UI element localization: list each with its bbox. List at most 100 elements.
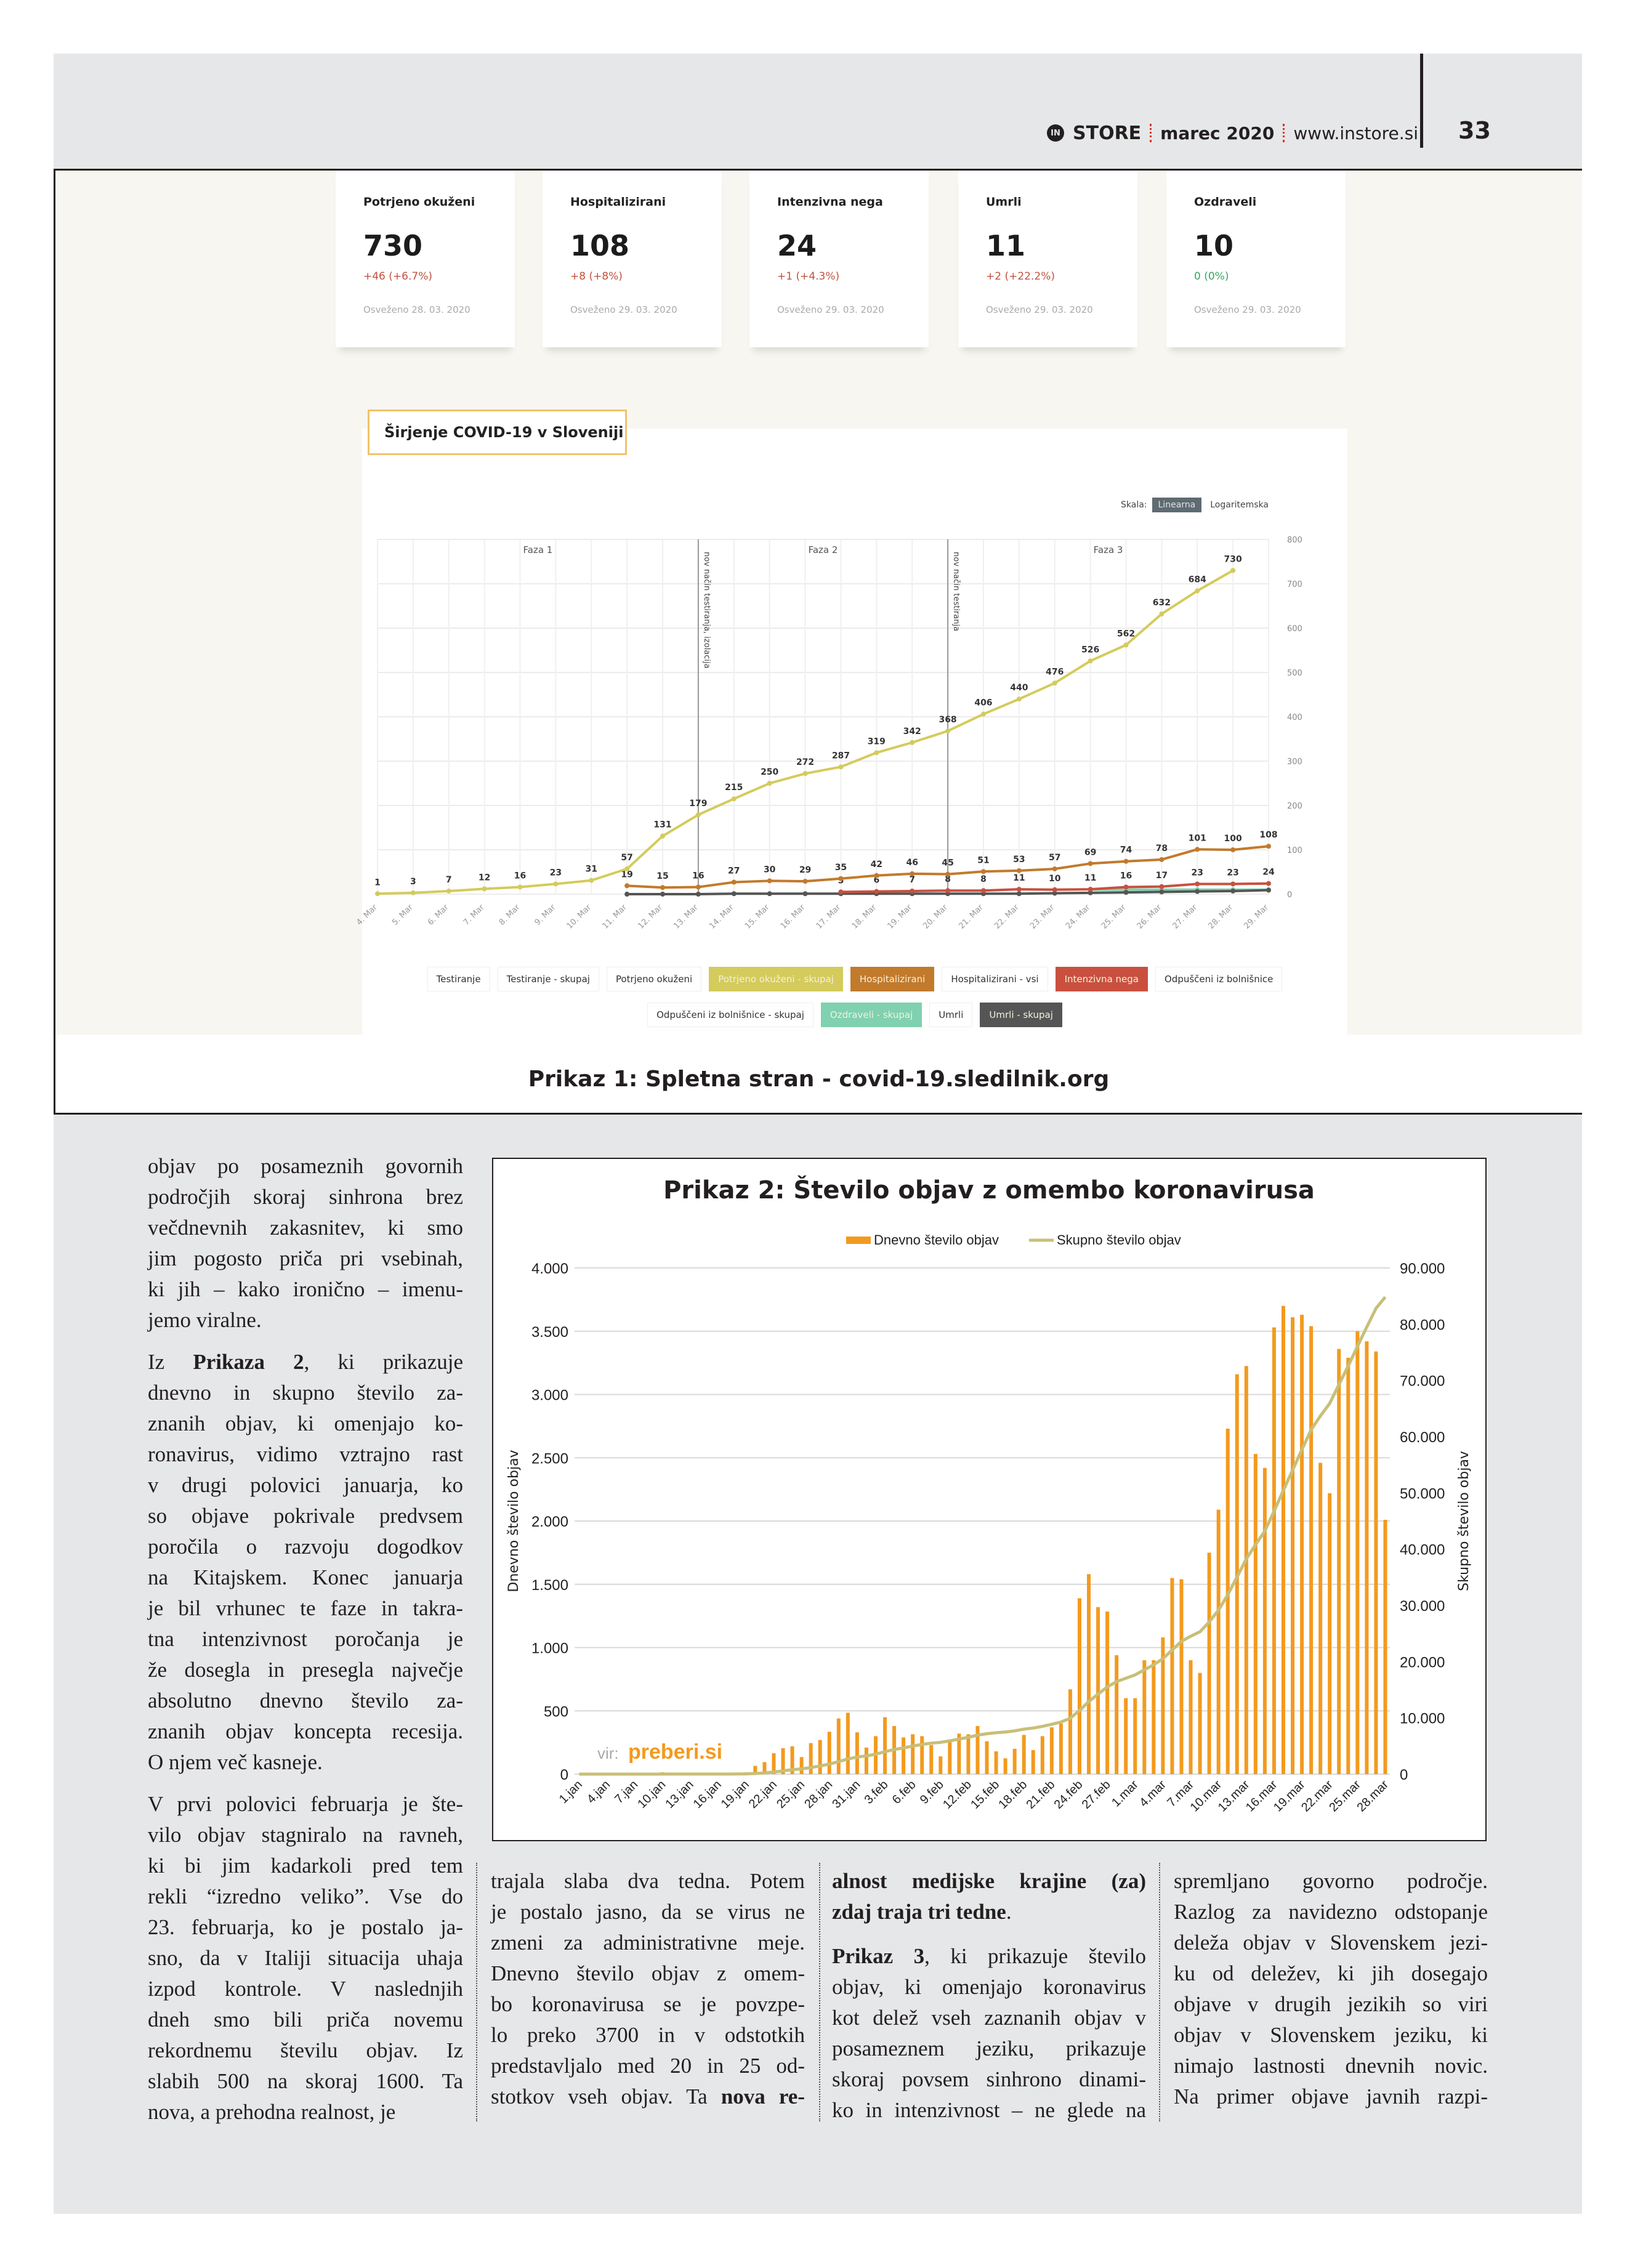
stat-label: Umrli — [986, 195, 1022, 209]
x-tick-label: 28.jan — [802, 1778, 835, 1811]
bar — [920, 1736, 924, 1774]
bar — [1365, 1341, 1369, 1774]
bar — [1068, 1689, 1072, 1774]
legend-toggle[interactable]: Hospitalizirani — [850, 967, 935, 991]
text-line: Iz Prikaza 2, ki prikazuje — [148, 1347, 463, 1378]
scale-option-log[interactable]: Logaritemska — [1210, 500, 1269, 510]
text-line: na Kitajskem. Konec januarja — [148, 1562, 463, 1593]
text-line: ku od deležev, ki jih dosegajo — [1174, 1958, 1488, 1989]
chart-2-title: Prikaz 2: Število objav z omembo koronav… — [663, 1175, 1315, 1205]
legend-toggle[interactable]: Potrjeno okuženi — [606, 967, 702, 991]
legend-toggle[interactable]: Hospitalizirani - vsi — [942, 967, 1048, 991]
text: ki bi jim kadarkoli pred tem — [148, 1854, 463, 1878]
data-label: 16 — [692, 871, 704, 881]
data-point — [1195, 881, 1200, 887]
data-point — [910, 871, 915, 876]
data-label: 250 — [761, 767, 778, 777]
stat-label: Intenzivna nega — [777, 195, 883, 209]
stat-value: 108 — [570, 229, 630, 262]
text-line: večdnevnih zakasnitev, ki smo — [148, 1213, 463, 1243]
y2-tick-label: 70.000 — [1400, 1373, 1445, 1390]
data-label: 8 — [945, 874, 951, 884]
data-label: 1 — [374, 878, 381, 887]
text: področjih skoraj sinhrona brez — [148, 1185, 463, 1209]
bar — [948, 1741, 952, 1774]
phase-marker-text: nov način testiranja — [951, 552, 961, 631]
bar — [1096, 1607, 1100, 1774]
data-label: 562 — [1117, 629, 1135, 639]
legend-toggle[interactable]: Odpuščeni iz bolnišnice - skupaj — [647, 1003, 813, 1027]
bar — [994, 1751, 998, 1774]
text-line: absolutno dnevno število za- — [148, 1685, 463, 1716]
bar — [1281, 1306, 1285, 1774]
text: tna intenzivnost poročanja je — [148, 1627, 463, 1651]
y2-tick-label: 50.000 — [1400, 1485, 1445, 1502]
phase-label: Faza 3 — [1094, 544, 1123, 555]
x-tick-label: 4.jan — [584, 1778, 613, 1806]
x-tick-label: 3.feb — [862, 1778, 891, 1807]
data-point — [660, 885, 666, 890]
text-line: spremljano govorno področje. — [1174, 1866, 1488, 1897]
x-tick-label: 22.jan — [746, 1778, 780, 1811]
x-tick-label: 11. Mar — [600, 903, 629, 931]
data-label: 342 — [903, 727, 921, 736]
x-tick-label: 13. Mar — [672, 903, 700, 931]
data-label: 7 — [446, 875, 452, 885]
legend-toggle[interactable]: Testiranje - skupaj — [497, 967, 599, 991]
text-line: posameznem jeziku, prikazuje — [832, 2033, 1146, 2064]
stat-delta: +1 (+4.3%) — [777, 270, 840, 283]
bar — [799, 1757, 804, 1774]
text: deleža objav v Slovenskem jezi- — [1174, 1931, 1488, 1955]
legend-toggle[interactable]: Umrli - skupaj — [980, 1003, 1062, 1027]
data-label: 368 — [939, 715, 956, 725]
data-label: 16 — [1120, 871, 1132, 881]
data-label: 31 — [586, 865, 597, 874]
bar — [1040, 1736, 1044, 1774]
data-label: 7 — [909, 875, 915, 885]
bar — [911, 1734, 915, 1774]
legend-toggle[interactable]: Odpuščeni iz bolnišnice — [1155, 967, 1283, 991]
text-line: objave v drugih jezikih so viri — [1174, 1989, 1488, 2020]
text-line: so objave pokrivale predvsem — [148, 1501, 463, 1532]
data-point — [375, 891, 380, 897]
text: objave v drugih jezikih so viri — [1174, 1992, 1488, 2016]
data-point — [589, 878, 594, 883]
x-tick-label: 9. Mar — [533, 903, 558, 927]
website-link[interactable]: www.instore.si — [1293, 123, 1418, 143]
x-tick-label: 4.mar — [1137, 1778, 1169, 1810]
legend-toggle[interactable]: Umrli — [929, 1003, 973, 1027]
bar — [1207, 1552, 1211, 1774]
x-tick-label: 25. Mar — [1100, 903, 1128, 931]
text-line: alnost medijske krajine (za) — [832, 1866, 1146, 1897]
data-point — [660, 833, 666, 839]
scale-toggle: Skala: Linearna Logaritemska — [1121, 498, 1272, 512]
stat-updated: Osveženo 29. 03. 2020 — [777, 304, 884, 315]
article-column-3: alnost medijske krajine (za) zdaj traja t… — [832, 1866, 1146, 2139]
legend-toggle[interactable]: Testiranje — [427, 967, 490, 991]
legend-swatch-bar — [846, 1237, 871, 1244]
bar — [939, 1756, 943, 1774]
legend-toggle[interactable]: Potrjeno okuženi - skupaj — [709, 967, 843, 991]
data-point — [767, 878, 772, 884]
bar — [1105, 1611, 1110, 1774]
data-point — [1088, 890, 1093, 895]
x-tick-label: 27.feb — [1080, 1778, 1113, 1812]
y-tick-label: 100 — [1287, 846, 1302, 855]
text: bo koronavirusa se je povzpe- — [491, 1992, 805, 2016]
data-label: 23 — [1227, 868, 1238, 878]
legend-toggle[interactable]: Intenzivna nega — [1055, 967, 1148, 991]
legend-toggle[interactable]: Ozdraveli - skupaj — [820, 1003, 922, 1027]
bar — [827, 1732, 831, 1774]
text-line: zmeni za administrativne meje. — [491, 1927, 805, 1958]
x-tick-label: 21. Mar — [957, 903, 985, 931]
data-point — [1266, 844, 1271, 849]
x-tick-label: 25.jan — [774, 1778, 807, 1811]
y-tick-label: 200 — [1287, 802, 1302, 811]
data-label: 24 — [1262, 868, 1275, 878]
bar — [1133, 1698, 1137, 1774]
scale-option-linear[interactable]: Linearna — [1152, 498, 1202, 512]
text: zmeni za administrativne meje. — [491, 1931, 805, 1955]
text: absolutno dnevno število za- — [148, 1689, 463, 1713]
data-label: 45 — [942, 858, 953, 868]
text: je bil vrhunec te faze in takra- — [148, 1596, 463, 1620]
